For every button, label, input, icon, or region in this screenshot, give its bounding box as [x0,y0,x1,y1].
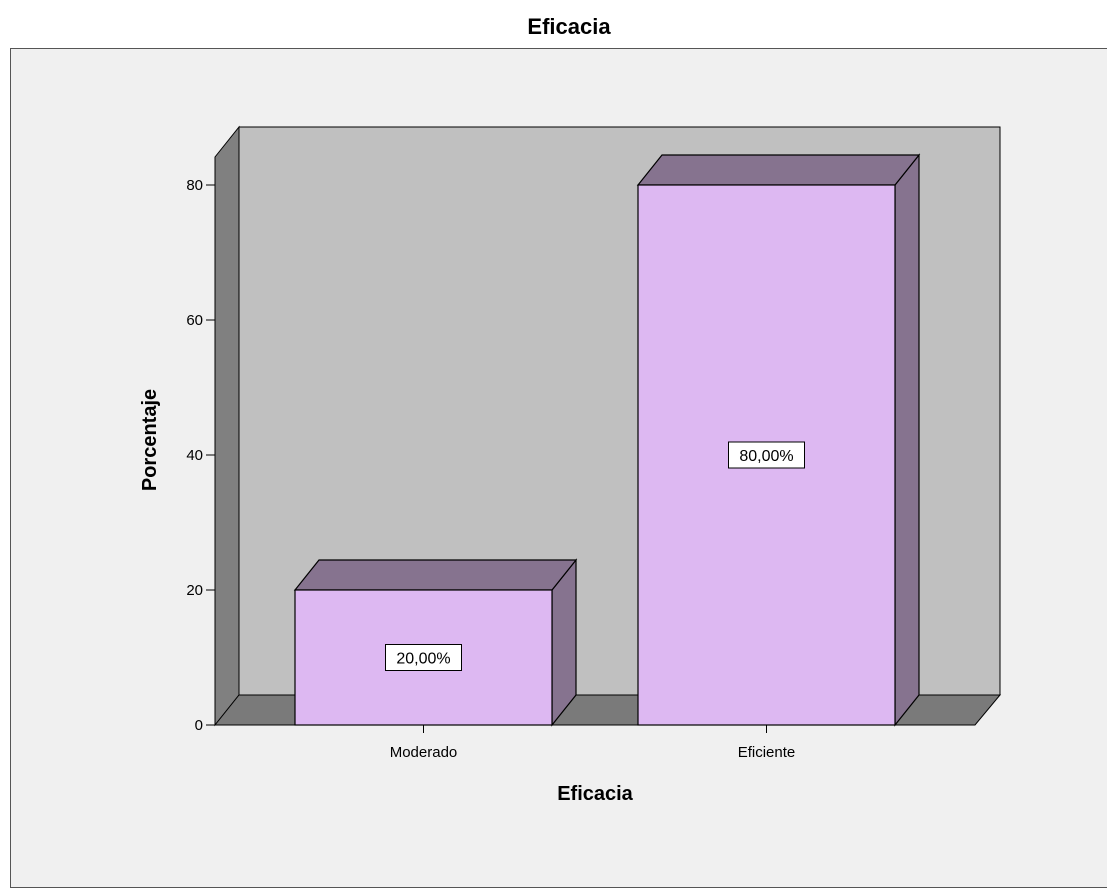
data-label-box [385,644,462,671]
x-tick-label: Eficiente [738,744,796,761]
data-label: 20,00% [396,651,450,668]
y-axis: 0 20 40 60 80 [186,157,216,734]
data-label-box [728,441,805,469]
y-tick-label: 60 [186,312,203,329]
y-tick-label: 0 [195,717,203,734]
x-axis: Moderado Eficiente [390,725,796,761]
bar-top [293,559,578,591]
x-axis-title: Eficacia [557,783,633,805]
chart-title: Eficacia [527,14,611,39]
bar-moderado: 20,00% [293,558,578,727]
y-axis-title: Porcentaje [139,389,161,491]
side-wall [214,125,240,727]
bar-side [894,153,920,727]
bar-eficiente: 80,00% [636,153,921,727]
y-tick-label: 40 [186,447,203,464]
y-tick-label: 80 [186,177,203,194]
x-tick-label: Moderado [390,744,458,761]
bar-top [636,154,921,186]
y-tick-label: 20 [186,582,203,599]
data-label: 80,00% [739,448,793,465]
bars: 20,00% 80,00% [293,153,921,727]
